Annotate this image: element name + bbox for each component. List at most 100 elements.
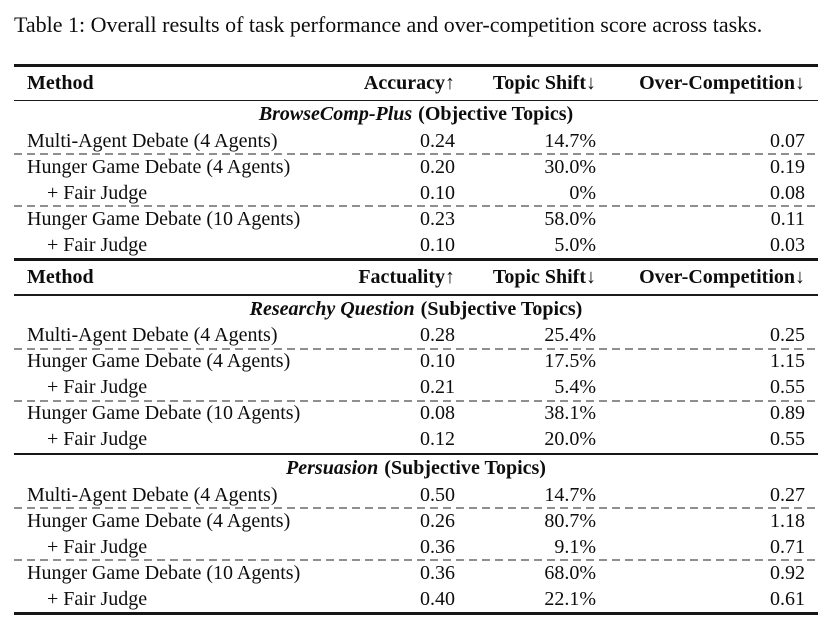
- factuality-cell: 0.21: [420, 376, 455, 399]
- table-row: + Fair Judge 0.21 5.4% 0.55: [14, 375, 818, 401]
- bottom-rule: [14, 612, 818, 615]
- table-row: Hunger Game Debate (10 Agents) 0.08 38.1…: [14, 401, 818, 427]
- topic-shift-cell: 68.0%: [544, 561, 596, 584]
- factuality-cell: 0.12: [420, 428, 455, 451]
- method-column-header: Method: [27, 265, 94, 288]
- topic-shift-cell: 30.0%: [544, 155, 596, 178]
- over-competition-cell: 0.55: [770, 428, 805, 451]
- dashed-divider: [14, 347, 818, 350]
- dashed-divider: [14, 399, 818, 402]
- method-cell: Multi-Agent Debate (4 Agents): [27, 483, 278, 506]
- topic-shift-cell: 5.4%: [554, 376, 596, 399]
- over-competition-cell: 0.89: [770, 402, 805, 425]
- method-cell: Hunger Game Debate (4 Agents): [27, 350, 291, 373]
- table-row: + Fair Judge 0.10 0% 0.08: [14, 180, 818, 206]
- over-competition-cell: 0.03: [770, 233, 805, 256]
- accuracy-cell: 0.10: [420, 181, 455, 204]
- table-row: Multi-Agent Debate (4 Agents) 0.28 25.4%…: [14, 323, 818, 349]
- method-cell: Multi-Agent Debate (4 Agents): [27, 129, 278, 152]
- over-competition-column-header: Over-Competition↓: [639, 71, 805, 94]
- topic-shift-cell: 80.7%: [544, 509, 596, 532]
- factuality-cell: 0.36: [420, 561, 455, 584]
- table-row: Hunger Game Debate (4 Agents) 0.10 17.5%…: [14, 349, 818, 375]
- method-cell: + Fair Judge: [47, 376, 148, 399]
- section-header-researchy-question: Researchy Question (Subjective Topics): [14, 296, 818, 323]
- over-competition-cell: 1.18: [770, 509, 805, 532]
- dashed-divider: [14, 507, 818, 510]
- factuality-column-header: Factuality↑: [358, 265, 455, 288]
- method-cell: Hunger Game Debate (10 Agents): [27, 561, 301, 584]
- table-header-row: Method Accuracy↑ Topic Shift↓ Over-Compe…: [14, 67, 818, 100]
- topic-shift-cell: 25.4%: [544, 324, 596, 347]
- method-column-header: Method: [27, 71, 94, 94]
- topic-shift-column-header: Topic Shift↓: [492, 71, 596, 94]
- topic-shift-cell: 22.1%: [544, 587, 596, 610]
- header-rule: [14, 293, 818, 296]
- section-name: Researchy Question: [249, 297, 415, 320]
- topic-shift-column-header: Topic Shift↓: [492, 265, 596, 288]
- dashed-divider: [14, 559, 818, 562]
- results-table: Method Accuracy↑ Topic Shift↓ Over-Compe…: [14, 64, 818, 615]
- table-header-row: Method Factuality↑ Topic Shift↓ Over-Com…: [14, 261, 818, 294]
- over-competition-cell: 0.71: [770, 535, 805, 558]
- over-competition-cell: 1.15: [770, 350, 805, 373]
- over-competition-cell: 0.25: [770, 324, 805, 347]
- dashed-divider: [14, 205, 818, 208]
- accuracy-column-header: Accuracy↑: [363, 71, 455, 94]
- factuality-cell: 0.26: [420, 509, 455, 532]
- method-cell: Hunger Game Debate (10 Agents): [27, 207, 301, 230]
- method-cell: Hunger Game Debate (4 Agents): [27, 509, 291, 532]
- section-header-persuasion: Persuasion (Subjective Topics): [14, 455, 818, 482]
- accuracy-cell: 0.24: [420, 129, 455, 152]
- top-rule: [14, 64, 818, 67]
- topic-shift-cell: 9.1%: [554, 535, 596, 558]
- factuality-cell: 0.50: [420, 483, 455, 506]
- table-row: + Fair Judge 0.36 9.1% 0.71: [14, 534, 818, 560]
- table-row: + Fair Judge 0.12 20.0% 0.55: [14, 427, 818, 453]
- section-name: BrowseComp-Plus: [258, 103, 413, 126]
- method-cell: + Fair Judge: [47, 535, 148, 558]
- table-row: Hunger Game Debate (4 Agents) 0.20 30.0%…: [14, 154, 818, 180]
- accuracy-cell: 0.20: [420, 155, 455, 178]
- table-row: + Fair Judge 0.40 22.1% 0.61: [14, 586, 818, 612]
- header-rule: [14, 99, 818, 102]
- factuality-cell: 0.28: [420, 324, 455, 347]
- section-qualifier: (Objective Topics): [418, 103, 574, 126]
- topic-shift-cell: 5.0%: [554, 233, 596, 256]
- method-cell: + Fair Judge: [47, 428, 148, 451]
- panel-divider-rule: [14, 452, 818, 456]
- method-cell: + Fair Judge: [47, 181, 148, 204]
- section-qualifier: (Subjective Topics): [384, 457, 546, 480]
- over-competition-cell: 0.27: [770, 483, 805, 506]
- topic-shift-cell: 58.0%: [544, 207, 596, 230]
- over-competition-cell: 0.92: [770, 561, 805, 584]
- over-competition-cell: 0.08: [770, 181, 805, 204]
- table-caption: Table 1: Overall results of task perform…: [14, 12, 763, 37]
- table-row: Hunger Game Debate (4 Agents) 0.26 80.7%…: [14, 508, 818, 534]
- accuracy-cell: 0.10: [420, 233, 455, 256]
- table-row: Multi-Agent Debate (4 Agents) 0.24 14.7%…: [14, 128, 818, 154]
- over-competition-cell: 0.11: [770, 207, 805, 230]
- method-cell: Hunger Game Debate (10 Agents): [27, 402, 301, 425]
- table-row: + Fair Judge 0.10 5.0% 0.03: [14, 232, 818, 258]
- topic-shift-cell: 14.7%: [544, 483, 596, 506]
- section-name: Persuasion: [286, 457, 379, 480]
- topic-shift-cell: 0%: [569, 181, 596, 204]
- dashed-divider: [14, 153, 818, 156]
- factuality-cell: 0.40: [420, 587, 455, 610]
- over-competition-cell: 0.07: [770, 129, 805, 152]
- section-qualifier: (Subjective Topics): [420, 297, 583, 320]
- factuality-cell: 0.08: [420, 402, 455, 425]
- method-cell: + Fair Judge: [47, 587, 148, 610]
- accuracy-cell: 0.23: [420, 207, 455, 230]
- over-competition-cell: 0.19: [770, 155, 805, 178]
- table-row: Hunger Game Debate (10 Agents) 0.23 58.0…: [14, 206, 818, 232]
- method-cell: Hunger Game Debate (4 Agents): [27, 155, 291, 178]
- topic-shift-cell: 17.5%: [544, 350, 596, 373]
- table-row: Hunger Game Debate (10 Agents) 0.36 68.0…: [14, 560, 818, 586]
- over-competition-cell: 0.61: [770, 587, 805, 610]
- panel-divider-rule: [14, 258, 818, 261]
- over-competition-cell: 0.55: [770, 376, 805, 399]
- method-cell: + Fair Judge: [47, 233, 148, 256]
